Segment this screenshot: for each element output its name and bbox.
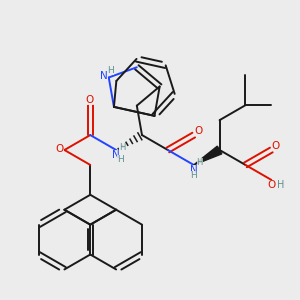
Text: O: O bbox=[267, 180, 275, 190]
Text: O: O bbox=[272, 141, 280, 152]
Text: N: N bbox=[112, 150, 120, 161]
Text: N: N bbox=[190, 165, 198, 175]
Text: H: H bbox=[107, 66, 114, 75]
Text: N: N bbox=[100, 71, 108, 81]
Text: H: H bbox=[119, 143, 125, 152]
Text: O: O bbox=[194, 127, 202, 136]
Text: H: H bbox=[277, 180, 284, 190]
Text: H: H bbox=[196, 158, 203, 167]
Text: H: H bbox=[190, 171, 197, 180]
Text: O: O bbox=[85, 95, 94, 105]
Text: O: O bbox=[56, 143, 64, 154]
Polygon shape bbox=[194, 146, 222, 165]
Text: H: H bbox=[117, 155, 124, 164]
